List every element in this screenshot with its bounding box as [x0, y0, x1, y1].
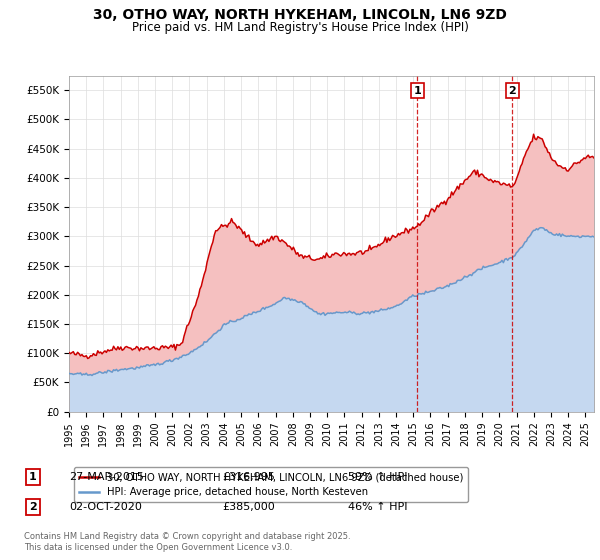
- Text: 2: 2: [29, 502, 37, 512]
- Text: £385,000: £385,000: [222, 502, 275, 512]
- Text: £316,995: £316,995: [222, 472, 275, 482]
- Legend: 30, OTHO WAY, NORTH HYKEHAM, LINCOLN, LN6 9ZD (detached house), HPI: Average pri: 30, OTHO WAY, NORTH HYKEHAM, LINCOLN, LN…: [74, 468, 469, 502]
- Text: 1: 1: [29, 472, 37, 482]
- Text: 2: 2: [508, 86, 516, 96]
- Text: 59% ↑ HPI: 59% ↑ HPI: [348, 472, 407, 482]
- Text: 27-MAR-2015: 27-MAR-2015: [69, 472, 144, 482]
- Text: Contains HM Land Registry data © Crown copyright and database right 2025.
This d: Contains HM Land Registry data © Crown c…: [24, 532, 350, 552]
- Text: 02-OCT-2020: 02-OCT-2020: [69, 502, 142, 512]
- Text: 30, OTHO WAY, NORTH HYKEHAM, LINCOLN, LN6 9ZD: 30, OTHO WAY, NORTH HYKEHAM, LINCOLN, LN…: [93, 8, 507, 22]
- Text: 1: 1: [413, 86, 421, 96]
- Text: Price paid vs. HM Land Registry's House Price Index (HPI): Price paid vs. HM Land Registry's House …: [131, 21, 469, 34]
- Text: 46% ↑ HPI: 46% ↑ HPI: [348, 502, 407, 512]
